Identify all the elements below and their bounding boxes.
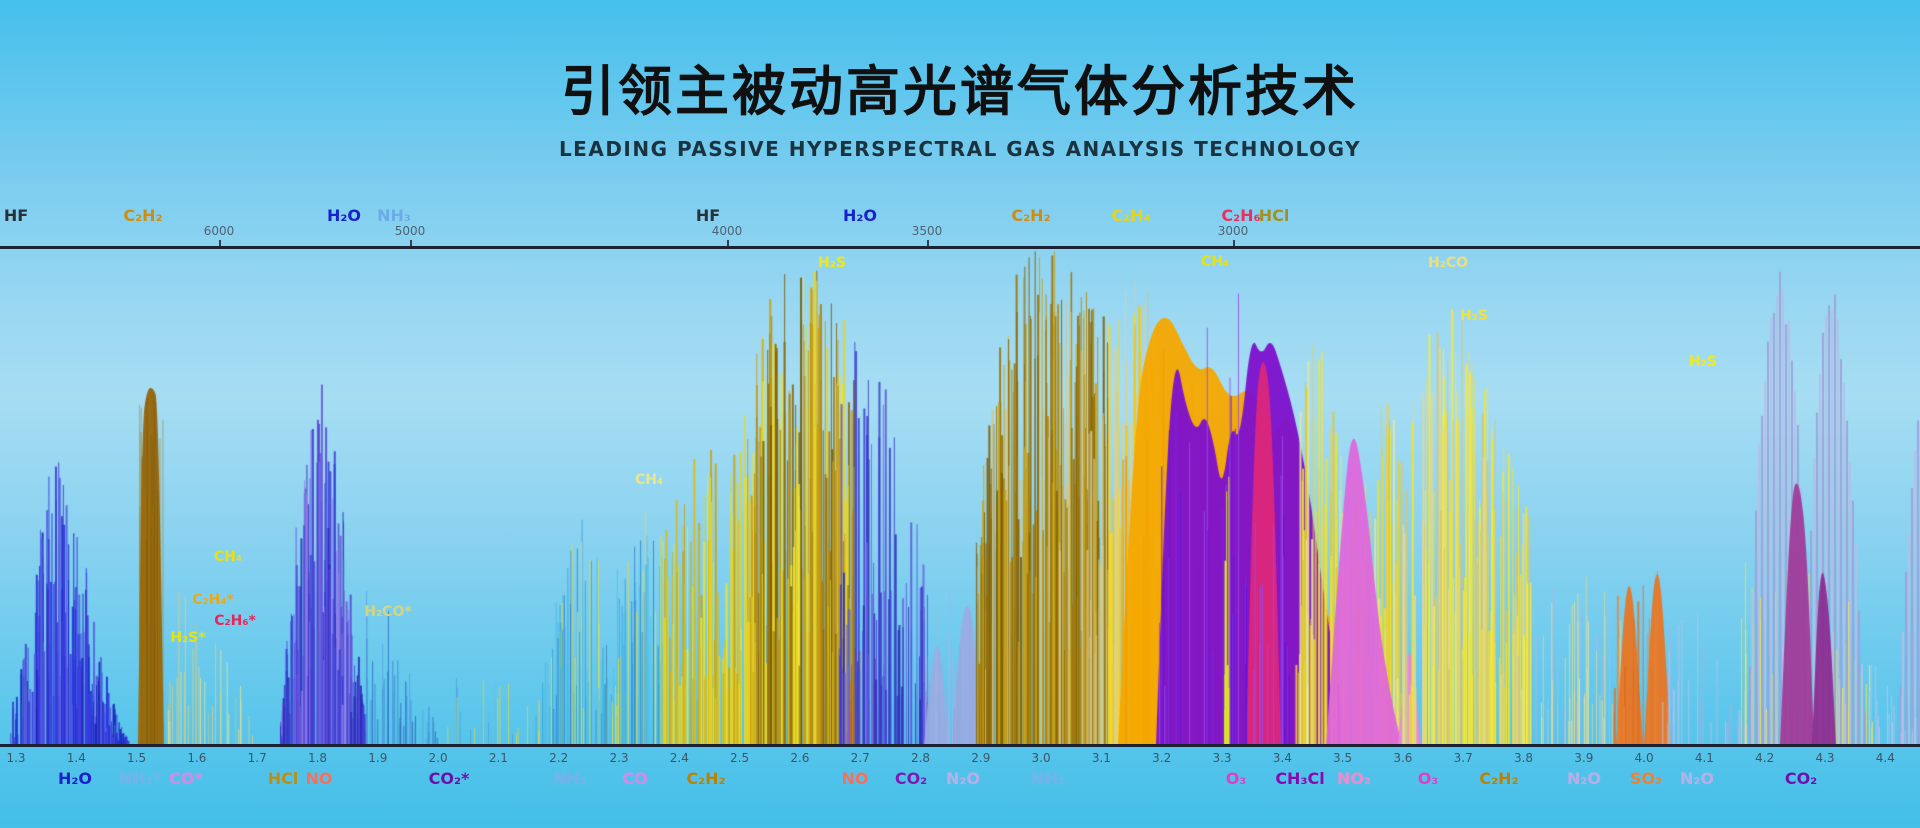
gas-label-top: C₂H₄	[1111, 206, 1151, 225]
top-axis-tick	[1233, 240, 1235, 246]
gas-label-bottom: NO₂	[1337, 769, 1371, 788]
bottom-axis-tick-label: 1.7	[247, 751, 267, 765]
bottom-axis-tick-label: 1.4	[66, 751, 86, 765]
bottom-axis-tick-label: 2.1	[488, 751, 508, 765]
bottom-axis-tick-label: 3.7	[1453, 751, 1473, 765]
gas-label-bottom: N₂O	[1567, 769, 1601, 788]
gas-label-inline: H₂S*	[170, 630, 206, 646]
gas-label-top: HF	[695, 206, 721, 225]
bottom-axis-tick-label: 2.3	[609, 751, 629, 765]
gas-label-bottom: CO₂	[1784, 769, 1818, 788]
bottom-axis-tick-label: 2.5	[730, 751, 750, 765]
gas-label-bottom: NO	[841, 769, 869, 788]
gas-label-bottom: HCl	[267, 769, 299, 788]
top-axis-tick	[727, 240, 729, 246]
gas-label-inline: H₂CO*	[364, 604, 412, 620]
gas-label-bottom: CO₂	[894, 769, 928, 788]
bottom-axis-tick-label: 2.8	[910, 751, 931, 765]
bottom-axis-tick-label: 3.3	[1212, 751, 1232, 765]
gas-label-bottom: C₂H₂	[1479, 769, 1519, 788]
bottom-axis-tick-label: 3.0	[1031, 751, 1051, 765]
bottom-axis-tick-label: 3.4	[1272, 751, 1292, 765]
bottom-axis-tick-label: 4.4	[1875, 751, 1895, 765]
bottom-axis-tick-label: 1.8	[307, 751, 328, 765]
gas-label-top: NH₃	[377, 206, 411, 225]
gas-label-bottom: N₂O	[946, 769, 980, 788]
gas-label-inline: CH₄	[634, 472, 664, 488]
gas-label-bottom: CO	[622, 769, 648, 788]
gas-label-bottom: SO₂	[1629, 769, 1663, 788]
bottom-axis-tick-label: 4.0	[1634, 751, 1654, 765]
top-axis-tick-label: 5000	[394, 224, 426, 238]
top-axis-tick-label: 3500	[911, 224, 943, 238]
bottom-axis-tick-label: 2.6	[790, 751, 810, 765]
bottom-axis-tick-label: 1.9	[368, 751, 388, 765]
page-title: 引领主被动高光谱气体分析技术	[561, 60, 1359, 123]
top-axis-tick-label: 3000	[1217, 224, 1249, 238]
top-axis-tick	[410, 240, 412, 246]
gas-label-bottom: C₂H₂	[686, 769, 726, 788]
gas-label-top: C₂H₂	[1011, 206, 1051, 225]
gas-label-top: HF	[3, 206, 29, 225]
top-axis-tick-label: 6000	[203, 224, 235, 238]
gas-label-bottom: NH₃	[1031, 769, 1065, 788]
bottom-axis-tick-label: 3.6	[1393, 751, 1413, 765]
gas-label-inline: C₂H₄*	[192, 592, 234, 608]
gas-label-bottom: NH₃*	[118, 769, 162, 788]
gas-label-top: C₂H₂	[123, 206, 163, 225]
bottom-axis-tick-label: 4.1	[1694, 751, 1714, 765]
bottom-axis-tick-label: 3.9	[1574, 751, 1594, 765]
gas-label-inline: C₂H₆*	[214, 613, 256, 629]
gas-label-bottom: NH₃	[553, 769, 587, 788]
top-axis-tick	[219, 240, 221, 246]
bottom-axis-tick-label: 2.0	[428, 751, 448, 765]
top-axis-line	[0, 246, 1920, 249]
top-axis-tick	[927, 240, 929, 246]
bottom-axis-tick-label: 3.5	[1333, 751, 1353, 765]
gas-label-bottom: NO	[305, 769, 333, 788]
gas-label-bottom: CO*	[169, 769, 203, 788]
bottom-axis-tick-label: 2.7	[850, 751, 870, 765]
bottom-axis-tick-label: 3.8	[1513, 751, 1534, 765]
gas-label-inline: H₂S	[818, 255, 846, 271]
gas-label-bottom: N₂O	[1680, 769, 1714, 788]
gas-label-inline: CH₄	[1200, 254, 1230, 270]
gas-label-bottom: CO₂*	[428, 769, 470, 788]
gas-label-bottom: O₃	[1225, 769, 1247, 788]
gas-label-top: C₂H₆	[1221, 206, 1261, 225]
gas-label-inline: H₂S	[1689, 354, 1717, 370]
top-axis-tick-label: 4000	[711, 224, 743, 238]
bottom-axis-tick-label: 3.2	[1152, 751, 1172, 765]
bottom-axis-line	[0, 744, 1920, 747]
header: 引领主被动高光谱气体分析技术 LEADING PASSIVE HYPERSPEC…	[0, 0, 1920, 162]
bottom-axis-tick-label: 3.1	[1091, 751, 1111, 765]
gas-label-inline: CH₄	[213, 549, 243, 565]
gas-label-top: H₂O	[843, 206, 877, 225]
bottom-axis-tick-label: 1.3	[6, 751, 26, 765]
bottom-axis-tick-label: 2.2	[549, 751, 569, 765]
bottom-axis-tick-label: 1.6	[187, 751, 207, 765]
bottom-axis-tick-label: 2.9	[971, 751, 991, 765]
gas-label-bottom: CH₃Cl	[1275, 769, 1325, 788]
page-subtitle: LEADING PASSIVE HYPERSPECTRAL GAS ANALYS…	[558, 137, 1362, 162]
bottom-axis-tick-label: 2.4	[669, 751, 689, 765]
bottom-axis-tick-label: 4.3	[1815, 751, 1835, 765]
bottom-axis-tick-label: 4.2	[1755, 751, 1775, 765]
bottom-axis-tick-label: 1.5	[127, 751, 147, 765]
gas-label-bottom: O₃	[1417, 769, 1439, 788]
gas-label-inline: H₂S	[1460, 308, 1488, 324]
gas-label-top: HCl	[1258, 206, 1290, 225]
gas-label-bottom: H₂O	[58, 769, 92, 788]
gas-label-inline: H₂CO	[1427, 255, 1469, 271]
gas-label-top: H₂O	[327, 206, 361, 225]
